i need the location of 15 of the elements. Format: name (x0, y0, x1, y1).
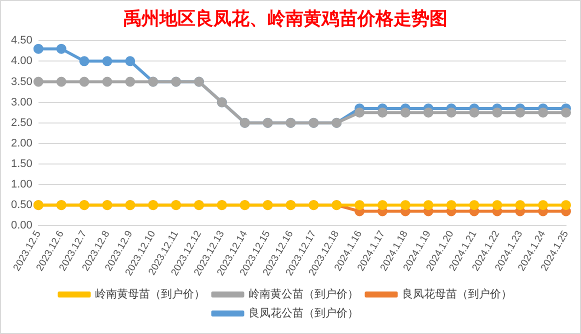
y-tick-label: 3.50 (10, 76, 32, 88)
y-tick-label: 2.00 (10, 137, 32, 150)
y-tick-label: 0.50 (10, 199, 32, 212)
y-tick-label: 4.00 (10, 55, 32, 68)
chart-title: 禹州地区良凤花、岭南黄鸡苗价格走势图 (124, 8, 448, 30)
legend-label: 岭南黄母苗（到户价） (94, 288, 205, 301)
y-tick-label: 2.50 (10, 116, 32, 129)
y-tick-label: 3.00 (10, 96, 32, 108)
legend-label: 良凤花母苗（到户价） (402, 288, 512, 301)
y-tick-label: 1.50 (10, 158, 32, 170)
y-tick-label: 4.50 (10, 34, 32, 47)
y-tick-label: 0.00 (10, 220, 32, 232)
legend-label: 岭南黄公苗（到户价） (248, 288, 358, 301)
legend-label: 良凤花公苗（到户价） (248, 306, 358, 320)
y-tick-label: 1.00 (10, 178, 32, 191)
